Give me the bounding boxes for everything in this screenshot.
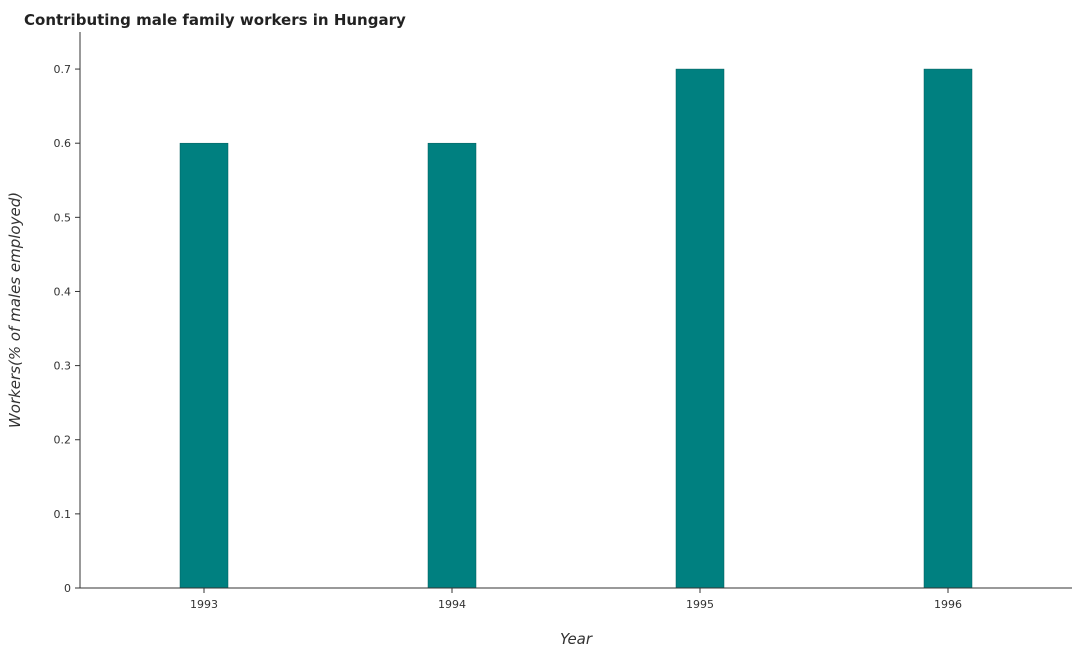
y-tick-label: 0.3: [54, 360, 72, 373]
y-tick-label: 0.1: [54, 508, 72, 521]
bar-1995: [675, 68, 725, 589]
y-axis-title: Workers(% of males employed): [6, 192, 24, 428]
y-tick-label: 0.4: [54, 285, 72, 298]
chart-title: Contributing male family workers in Hung…: [24, 11, 406, 29]
y-tick-label: 0.6: [54, 137, 72, 150]
x-tick-label: 1995: [686, 598, 714, 611]
x-axis-title: Year: [560, 630, 593, 648]
x-tick-label: 1993: [190, 598, 218, 611]
y-tick-label: 0.5: [54, 211, 72, 224]
bar-1994: [427, 142, 477, 589]
y-tick-label: 0.2: [54, 434, 72, 447]
bar-1993: [179, 142, 229, 589]
plot-area: [80, 32, 1072, 588]
y-tick-label: 0.7: [54, 63, 72, 76]
x-tick-label: 1996: [934, 598, 962, 611]
bar-1996: [923, 68, 973, 589]
y-tick-label: 0: [64, 582, 71, 595]
x-tick-label: 1994: [438, 598, 466, 611]
